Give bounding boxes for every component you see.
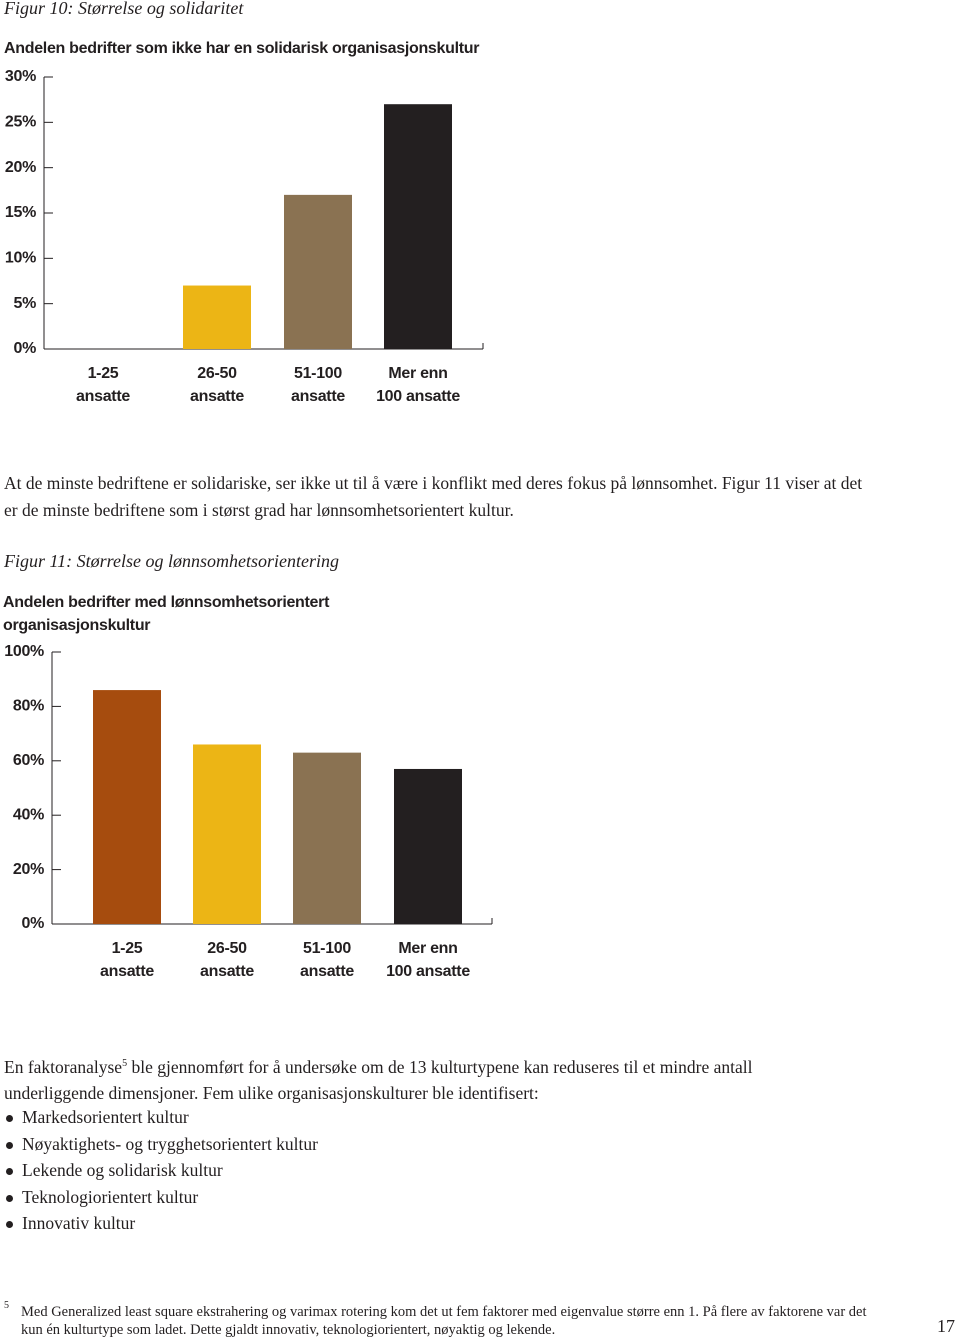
x-tick-label: 1-25 ansatte (100, 940, 154, 980)
bullet-item: Nøyaktighets- og trygghetsorientert kult… (4, 1131, 318, 1158)
bullet-item: Teknologiorientert kultur (4, 1184, 318, 1211)
footnote-ref: 5 (122, 1058, 128, 1069)
bar (284, 194, 352, 349)
y-tick-label: 5% (13, 295, 36, 312)
text: ble gjennomført for å undersøke om de 13… (4, 1056, 753, 1104)
y-tick-label: 0% (13, 340, 36, 357)
bar (394, 768, 462, 924)
y-tick-label: 15% (5, 204, 36, 221)
bullet-item: Lekende og solidarisk kultur (4, 1157, 318, 1184)
x-tick-label: 26-50 ansatte (190, 365, 244, 405)
x-tick-label: Mer enn 100 ansatte (386, 940, 470, 980)
bullet-item: Innovativ kultur (4, 1210, 318, 1237)
bar (193, 744, 261, 924)
bullet-list: Markedsorientert kultur Nøyaktighets- og … (4, 1104, 318, 1237)
paragraph: At de minste bedriftene er solidariske, … (4, 473, 863, 520)
y-tick-label: 0% (21, 915, 44, 932)
bullet-item: Markedsorientert kultur (4, 1104, 318, 1131)
figure-caption: Figur 10: Størrelse og solidaritet (4, 0, 244, 18)
paragraph: En faktoranalyse5 ble gjennomført for å … (4, 1051, 854, 1107)
chart-title: Andelen bedrifter som ikke har en solida… (4, 40, 480, 57)
y-tick-label: 30% (5, 68, 36, 85)
page-number: 17 (937, 1316, 955, 1336)
x-tick-label: 51-100 ansatte (291, 365, 345, 405)
bar (183, 285, 251, 349)
x-tick-label: 51-100 ansatte (300, 940, 354, 980)
x-tick-label: 1-25 ansatte (76, 365, 130, 405)
footnote: Med Generalized least square ekstraherin… (21, 1304, 867, 1338)
y-tick-label: 10% (5, 250, 36, 267)
bar (93, 690, 161, 924)
chart-title: Andelen bedrifter med lønnsomhetsoriente… (3, 594, 330, 634)
y-tick-label: 100% (4, 643, 44, 660)
y-tick-label: 20% (13, 861, 44, 878)
footnote-marker: 5 (4, 1300, 9, 1311)
text: En faktoranalyse (4, 1056, 123, 1077)
y-tick-label: 20% (5, 159, 36, 176)
x-tick-label: 26-50 ansatte (200, 940, 254, 980)
bar (293, 752, 361, 924)
bar (384, 104, 452, 349)
y-tick-label: 40% (13, 806, 44, 823)
x-tick-label: Mer enn 100 ansatte (376, 365, 460, 405)
y-tick-label: 80% (13, 698, 44, 715)
figure-caption: Figur 11: Størrelse og lønnsomhetsorient… (4, 551, 339, 571)
y-tick-label: 25% (5, 114, 36, 131)
y-tick-label: 60% (13, 752, 44, 769)
